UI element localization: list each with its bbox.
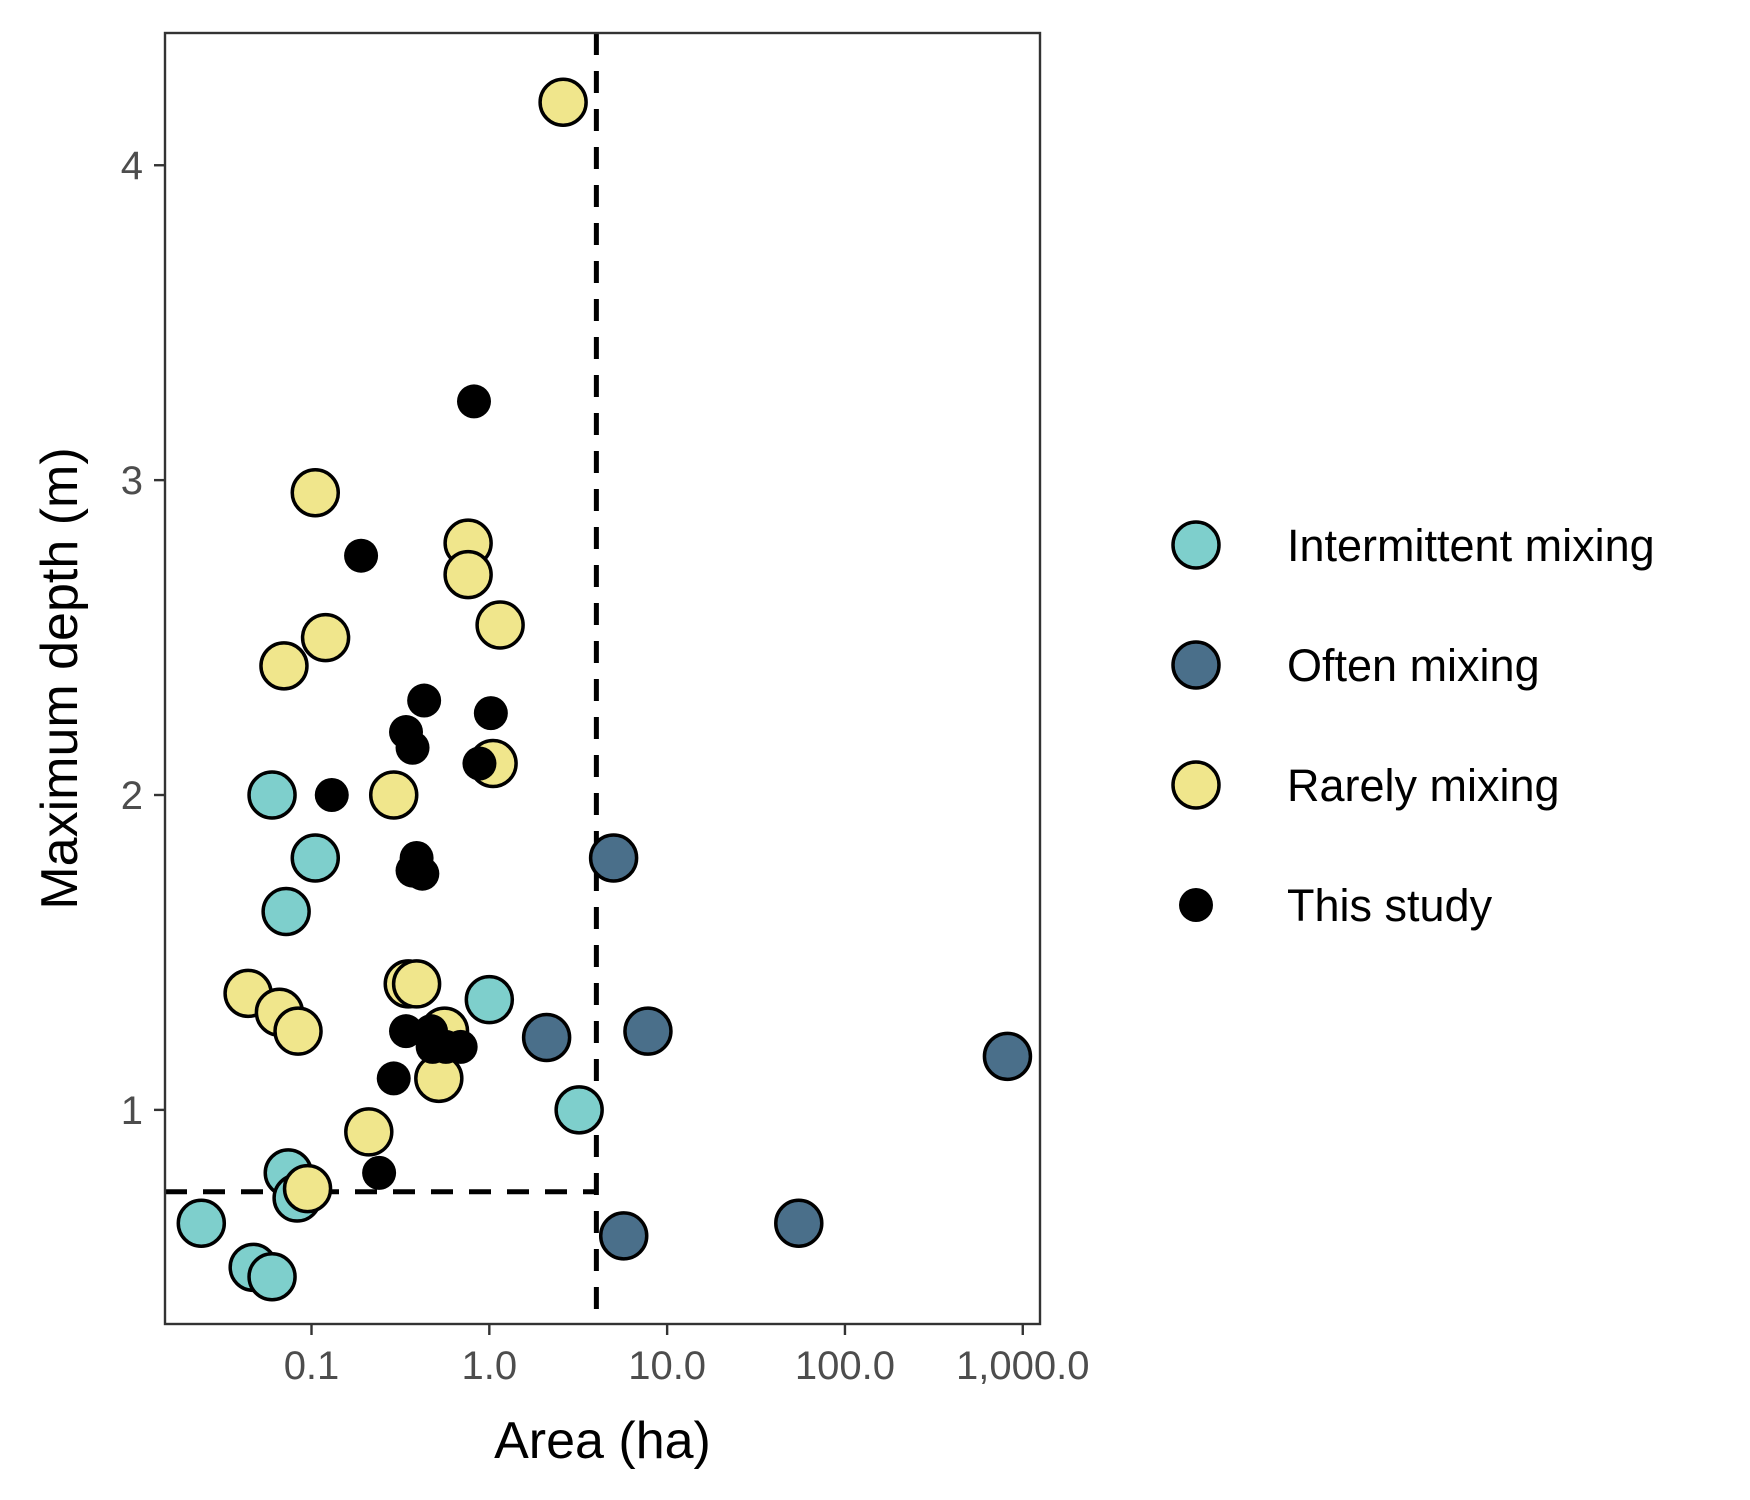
point-intermittent-mixing bbox=[247, 770, 297, 820]
legend-key bbox=[1171, 640, 1221, 690]
point-this-study bbox=[344, 538, 379, 573]
point-this-study bbox=[443, 1029, 478, 1064]
point-this-study bbox=[473, 696, 508, 731]
legend-key bbox=[1171, 760, 1221, 810]
legend-key bbox=[1171, 520, 1221, 570]
legend-label: Rarely mixing bbox=[1287, 760, 1560, 811]
axes: 0.1 1.0 10.0 100.0 1,000.0 1 2 3 4 bbox=[121, 144, 1090, 1388]
point-often-mixing bbox=[588, 833, 639, 883]
x-tick-label: 1.0 bbox=[462, 1344, 518, 1388]
point-intermittent-mixing bbox=[290, 833, 341, 883]
y-tick-label: 4 bbox=[121, 144, 143, 188]
point-rarely-mixing bbox=[443, 549, 493, 600]
point-this-study bbox=[376, 1061, 411, 1096]
point-this-study bbox=[362, 1155, 397, 1190]
point-often-mixing bbox=[521, 1012, 572, 1063]
legend-label: This study bbox=[1287, 880, 1493, 931]
point-often-mixing bbox=[598, 1211, 649, 1261]
plot-area bbox=[165, 33, 1033, 1324]
x-axis-title: Area (ha) bbox=[494, 1412, 711, 1470]
legend: Intermittent mixing Often mixing Rarely mi… bbox=[1171, 520, 1655, 931]
point-this-study bbox=[395, 730, 430, 765]
point-intermittent-mixing bbox=[247, 1252, 297, 1302]
point-this-study bbox=[314, 778, 349, 813]
point-rarely-mixing bbox=[290, 467, 341, 518]
point-intermittent-mixing bbox=[464, 974, 515, 1025]
plot-marks bbox=[165, 33, 1033, 1324]
legend-key bbox=[1179, 888, 1213, 922]
point-this-study bbox=[389, 1014, 424, 1049]
point-this-study bbox=[405, 856, 440, 891]
point-this-study bbox=[462, 746, 497, 781]
point-rarely-mixing bbox=[282, 1163, 333, 1214]
point-rarely-mixing bbox=[368, 770, 419, 820]
point-rarely-mixing bbox=[391, 959, 442, 1009]
panel-border bbox=[163, 31, 1042, 1326]
y-axis-title: Maximum depth (m) bbox=[31, 447, 89, 909]
point-often-mixing bbox=[774, 1198, 824, 1248]
point-this-study bbox=[456, 384, 491, 419]
y-tick-label: 2 bbox=[121, 774, 143, 818]
x-tick-label: 0.1 bbox=[284, 1344, 340, 1388]
point-rarely-mixing bbox=[538, 77, 588, 128]
point-rarely-mixing bbox=[259, 641, 309, 691]
point-intermittent-mixing bbox=[261, 886, 311, 937]
point-rarely-mixing bbox=[475, 600, 525, 650]
point-often-mixing bbox=[623, 1006, 673, 1056]
x-tick-label: 1,000.0 bbox=[956, 1344, 1089, 1388]
point-often-mixing bbox=[982, 1031, 1033, 1082]
legend-label: Intermittent mixing bbox=[1287, 520, 1655, 571]
point-rarely-mixing bbox=[273, 1006, 323, 1056]
point-intermittent-mixing bbox=[176, 1198, 227, 1248]
point-intermittent-mixing bbox=[554, 1085, 604, 1135]
legend-label: Often mixing bbox=[1287, 640, 1540, 691]
point-rarely-mixing bbox=[344, 1107, 394, 1157]
x-tick-label: 100.0 bbox=[795, 1344, 895, 1388]
point-this-study bbox=[407, 683, 442, 718]
point-rarely-mixing bbox=[300, 612, 351, 663]
y-tick-label: 1 bbox=[121, 1089, 143, 1133]
y-tick-label: 3 bbox=[121, 459, 143, 503]
x-tick-label: 10.0 bbox=[628, 1344, 706, 1388]
